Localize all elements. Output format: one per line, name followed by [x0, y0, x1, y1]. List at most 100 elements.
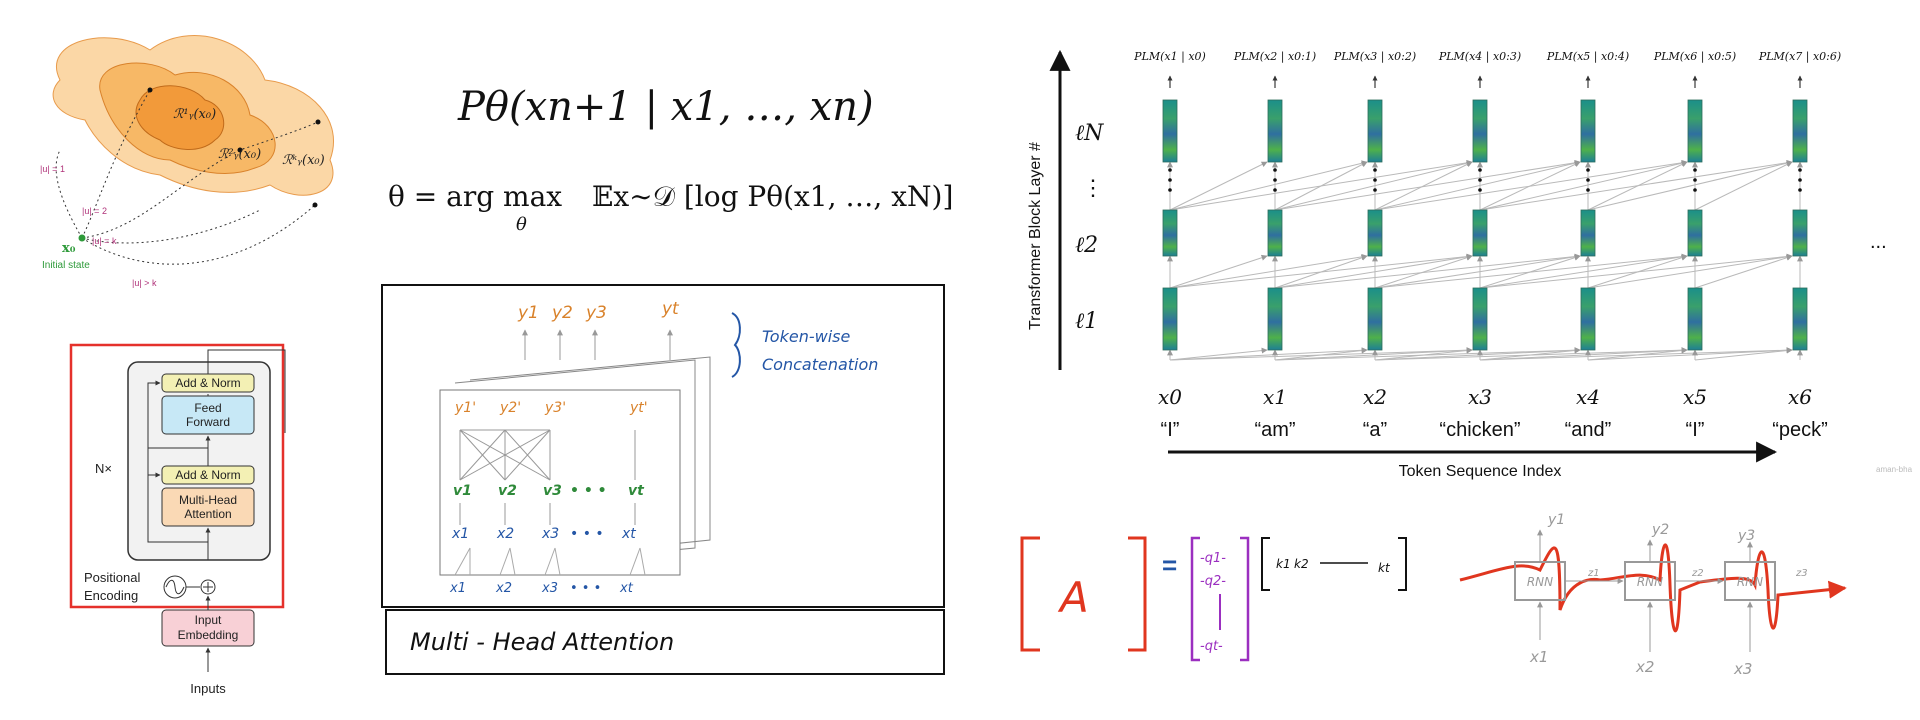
token-word: “and”	[1565, 419, 1612, 441]
reach-label-k: ℛᵏᵧ(x₀)	[282, 153, 325, 168]
token-word: “chicken”	[1439, 419, 1520, 441]
layer-block	[1580, 209, 1596, 257]
attention-edge	[1479, 347, 1581, 361]
attention-edge	[1587, 347, 1688, 361]
input-dots: • • •	[570, 581, 601, 596]
input-token: x2	[495, 581, 512, 596]
query-row: -qt-	[1200, 639, 1223, 654]
inner-output: y2'	[499, 400, 521, 416]
bracket-left	[1020, 536, 1040, 652]
attention-edge	[1479, 159, 1793, 211]
token-index: x4	[1576, 385, 1600, 409]
reach-label-2: ℛ²ᵧ(x₀)	[218, 147, 261, 162]
output-token: y1	[517, 303, 539, 323]
layer-block	[1472, 287, 1488, 351]
attention-edge	[1479, 160, 1688, 211]
value-token: v1	[453, 483, 472, 499]
layer-block	[1580, 287, 1596, 351]
token-probability: PLM(x4 | x0:3)	[1438, 50, 1521, 64]
positional-encoding-label: Encoding	[84, 588, 138, 603]
multi-head-attention	[161, 487, 255, 527]
mha-sketch: Multi - Head Attention y1 y2 y3 yt Token…	[381, 284, 945, 675]
positional-encoding-label: Positional	[84, 570, 140, 585]
add-norm-bottom-label: Add & Norm	[175, 468, 240, 482]
key-token: x3	[541, 526, 559, 542]
token-word: “a”	[1363, 419, 1387, 441]
value-token: v3	[543, 483, 562, 499]
token-index: x3	[1468, 385, 1492, 409]
output-token: yt	[661, 299, 680, 319]
rnn-state: z3	[1795, 568, 1808, 579]
layer-block	[1472, 99, 1488, 163]
token-index: x0	[1158, 385, 1182, 409]
norm-label: |u| = 2	[82, 206, 107, 216]
matrix-sketch: A = -q1- -q2- -qt- k1 k2 kt	[1020, 536, 1407, 662]
attention-edge	[1479, 253, 1688, 289]
caption-frame	[385, 609, 945, 675]
layer-label: ℓN	[1075, 121, 1104, 146]
objective-formula-lhs: θ = arg max	[388, 180, 562, 213]
attention-edge	[1374, 160, 1581, 211]
add-norm-top-label: Add & Norm	[175, 376, 240, 390]
bracket-right	[1128, 536, 1147, 652]
attention-edge	[1169, 254, 1268, 289]
trajectory	[81, 204, 316, 265]
layer-label: ℓ2	[1075, 233, 1098, 258]
feed-forward-label: Forward	[186, 415, 230, 429]
inner-output: y3'	[544, 400, 566, 416]
y-axis-label: Transformer Block Layer #	[1027, 142, 1044, 330]
inner-output: yt'	[629, 400, 648, 416]
key-col: k2	[1294, 557, 1309, 571]
matrix-a: A	[1057, 573, 1089, 622]
mha-label: Multi-Head	[179, 493, 237, 507]
concat-note: Token-wise	[762, 327, 850, 346]
attention-edge	[1587, 160, 1793, 211]
input-embedding-label: Embedding	[178, 628, 239, 642]
norm-label: |u| = k	[92, 236, 117, 246]
value-token: vt	[628, 483, 645, 499]
token-index: x6	[1788, 385, 1812, 409]
output-token: y3	[585, 303, 607, 323]
value-dots: • • •	[570, 483, 607, 499]
initial-state-label: Initial state	[42, 260, 90, 271]
key-token: x1	[451, 526, 469, 542]
query-row: -q2-	[1200, 574, 1226, 589]
attention-edge	[1169, 253, 1368, 289]
token-probability: PLM(x5 | x0:4)	[1546, 50, 1629, 64]
rnn-sketch: RNN RNN RNN y1 y2 y3 x1 x2 x3 z1 z2 z3	[1459, 512, 1847, 678]
rnn-state: z2	[1691, 568, 1704, 579]
layer-label: ⋮	[1082, 176, 1104, 201]
token-index: x5	[1683, 385, 1707, 409]
trajectory	[55, 149, 83, 239]
token-index: x2	[1363, 385, 1387, 409]
attention-edge	[1169, 347, 1368, 361]
layer-block	[1580, 99, 1596, 163]
rnn-label: RNN	[1527, 575, 1553, 589]
trajectory	[81, 209, 261, 244]
rnn-label: RNN	[1637, 575, 1663, 589]
mha-caption: Multi - Head Attention	[410, 628, 674, 656]
attention-edge	[1274, 347, 1368, 361]
nx-label: N×	[95, 461, 112, 476]
attention-edge	[1169, 161, 1268, 211]
token-probability: PLM(x2 | x0:1)	[1233, 50, 1316, 64]
equals-sign: =	[1162, 550, 1177, 580]
input-embedding-label: Input	[195, 613, 222, 627]
output-token: y2	[551, 303, 573, 323]
layer-block	[1267, 209, 1283, 257]
layer-block	[1162, 99, 1178, 163]
attention-edge	[1587, 253, 1793, 289]
layer-block	[1367, 99, 1383, 163]
attention-edge	[1274, 254, 1368, 289]
rnn-output: y1	[1547, 512, 1565, 528]
rnn-input: x1	[1529, 648, 1548, 666]
attention-edge	[1587, 347, 1793, 361]
trajectory	[81, 89, 151, 239]
layer-block	[1267, 287, 1283, 351]
input-token: x3	[541, 581, 558, 596]
key-token: xt	[621, 526, 636, 542]
layer-block	[1792, 287, 1808, 351]
attention-edge	[1274, 253, 1473, 289]
attention-edge	[1479, 161, 1581, 211]
token-word: “peck”	[1772, 419, 1828, 441]
